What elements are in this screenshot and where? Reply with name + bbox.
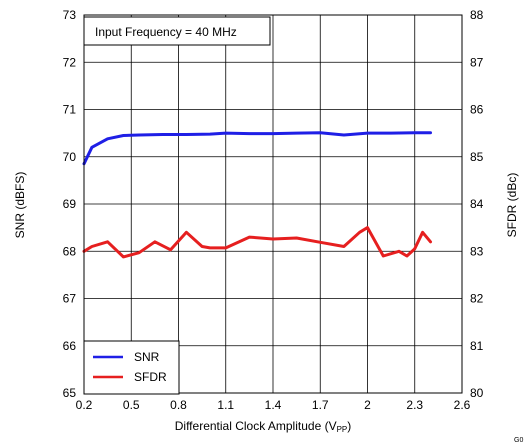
figure-tag: G0 [514, 437, 523, 444]
series-line-snr [82, 131, 432, 166]
grid [84, 15, 462, 393]
x-tick-label: 0.5 [123, 398, 140, 412]
annotation-text: Input Frequency = 40 MHz [95, 25, 237, 39]
y-right-tick-labels: 80 81 82 83 84 85 86 87 88 [470, 8, 484, 400]
y-left-tick-label: 73 [63, 8, 77, 22]
x-tick-label: 0.2 [76, 398, 93, 412]
y-left-axis-label: SNR (dBFS) [13, 172, 27, 239]
x-axis-label-close: ) [347, 419, 351, 433]
y-right-tick-label: 85 [470, 150, 484, 164]
series-line-sfdr [82, 226, 432, 259]
y-left-tick-label: 65 [63, 386, 77, 400]
y-right-tick-label: 82 [470, 292, 484, 306]
y-left-tick-label: 67 [63, 292, 77, 306]
y-right-tick-label: 88 [470, 8, 484, 22]
x-axis-label: Differential Clock Amplitude (VPP) [175, 419, 352, 434]
x-tick-label: 0.8 [170, 398, 187, 412]
x-tick-label: 1.1 [217, 398, 234, 412]
x-tick-label: 2.3 [406, 398, 423, 412]
y-left-tick-label: 70 [63, 150, 77, 164]
y-left-tick-label: 69 [63, 197, 77, 211]
y-right-axis-label: SFDR (dBc) [505, 173, 519, 238]
y-right-tick-label: 81 [470, 339, 484, 353]
x-tick-label: 2 [364, 398, 371, 412]
x-axis-label-sub: PP [337, 425, 348, 434]
x-tick-label: 1.7 [312, 398, 329, 412]
y-left-tick-labels: 65 66 67 68 69 70 71 72 73 [63, 8, 77, 400]
y-right-tick-label: 87 [470, 55, 484, 69]
y-left-tick-label: 68 [63, 244, 77, 258]
legend-label-snr: SNR [134, 350, 160, 364]
y-right-tick-label: 83 [470, 244, 484, 258]
legend-label-sfdr: SFDR [134, 370, 167, 384]
y-right-tick-label: 80 [470, 386, 484, 400]
legend-box [83, 340, 180, 395]
x-tick-labels: 0.2 0.5 0.8 1.1 1.4 1.7 2 2.3 2.6 [76, 398, 471, 412]
y-left-tick-label: 66 [63, 339, 77, 353]
x-tick-label: 1.4 [265, 398, 282, 412]
y-left-tick-label: 72 [63, 55, 77, 69]
y-left-tick-label: 71 [63, 103, 77, 117]
annotation-box [83, 16, 271, 46]
series-layer [82, 131, 432, 259]
y-right-tick-label: 86 [470, 103, 484, 117]
x-axis-label-main: Differential Clock Amplitude (V [175, 419, 337, 433]
y-right-tick-label: 84 [470, 197, 484, 211]
plot-frame [83, 14, 463, 394]
x-tick-label: 2.6 [454, 398, 471, 412]
legend: SNR SFDR [83, 340, 180, 395]
